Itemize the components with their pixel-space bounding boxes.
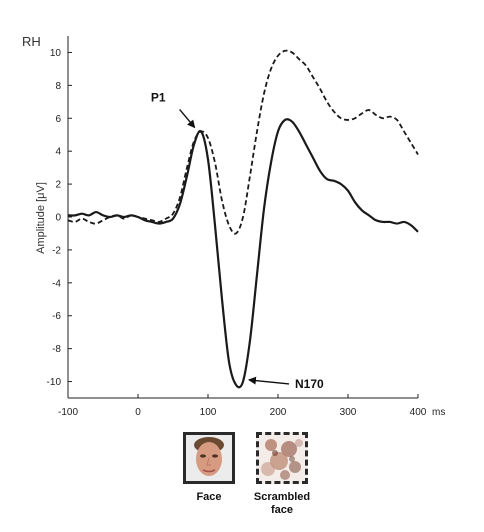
legend-scrambled-swatch [256, 432, 308, 484]
x-ticks: -100 0 100 200 300 400 [58, 394, 427, 418]
y-tick-label: -2 [52, 245, 61, 256]
y-tick-label: 4 [55, 147, 61, 158]
scrambled-face-photo-icon [259, 435, 305, 481]
y-tick-label: 8 [55, 81, 61, 92]
y-ticks: -10 -8 -6 -4 -2 0 2 4 6 8 10 [47, 48, 72, 388]
legend-label-scrambled-line2: face [270, 504, 294, 516]
series-layer [67, 49, 419, 389]
x-tick-label: 200 [270, 407, 287, 418]
annotation-label-p1: P1 [151, 90, 166, 104]
y-tick-label: -6 [52, 311, 61, 322]
y-tick-label: 0 [55, 213, 61, 224]
x-tick-label: 100 [200, 407, 217, 418]
x-tick-label: 400 [410, 407, 427, 418]
legend-label-face-line: Face [196, 491, 222, 503]
series-line-face [67, 118, 419, 389]
y-axis-label: Amplitude [μV] [35, 182, 47, 254]
face-photo-icon [186, 435, 232, 481]
legend-face-swatch [183, 432, 235, 484]
legend-label-face: Face [180, 491, 238, 504]
y-tick-label: -4 [52, 278, 61, 289]
x-tick-label: 0 [135, 407, 141, 418]
y-tick-label: 10 [50, 48, 62, 59]
y-tick-label: -8 [52, 344, 61, 355]
legend-label-scrambled: Scrambled face [244, 491, 320, 517]
x-tick-label: -100 [58, 407, 78, 418]
erp-chart: -10 -8 -6 -4 -2 0 2 4 6 8 10 -100 0 100 200 300 400 P1 N… [22, 34, 445, 418]
y-tick-label: 2 [55, 180, 61, 191]
annotation-label-n170: N170 [295, 377, 324, 391]
y-tick-label: -10 [47, 377, 62, 388]
x-tick-label: 300 [340, 407, 357, 418]
annotation-layer: P1 N170 [151, 90, 324, 390]
y-tick-label: 6 [55, 114, 61, 125]
annotation-arrow-n170 [248, 376, 290, 385]
x-unit-label: ms [432, 407, 445, 418]
legend-label-scrambled-line1: Scrambled [253, 491, 311, 503]
hemisphere-label: RH [22, 34, 41, 49]
annotation-arrow-p1 [179, 108, 196, 129]
series-line-scrambled-face [67, 49, 419, 235]
